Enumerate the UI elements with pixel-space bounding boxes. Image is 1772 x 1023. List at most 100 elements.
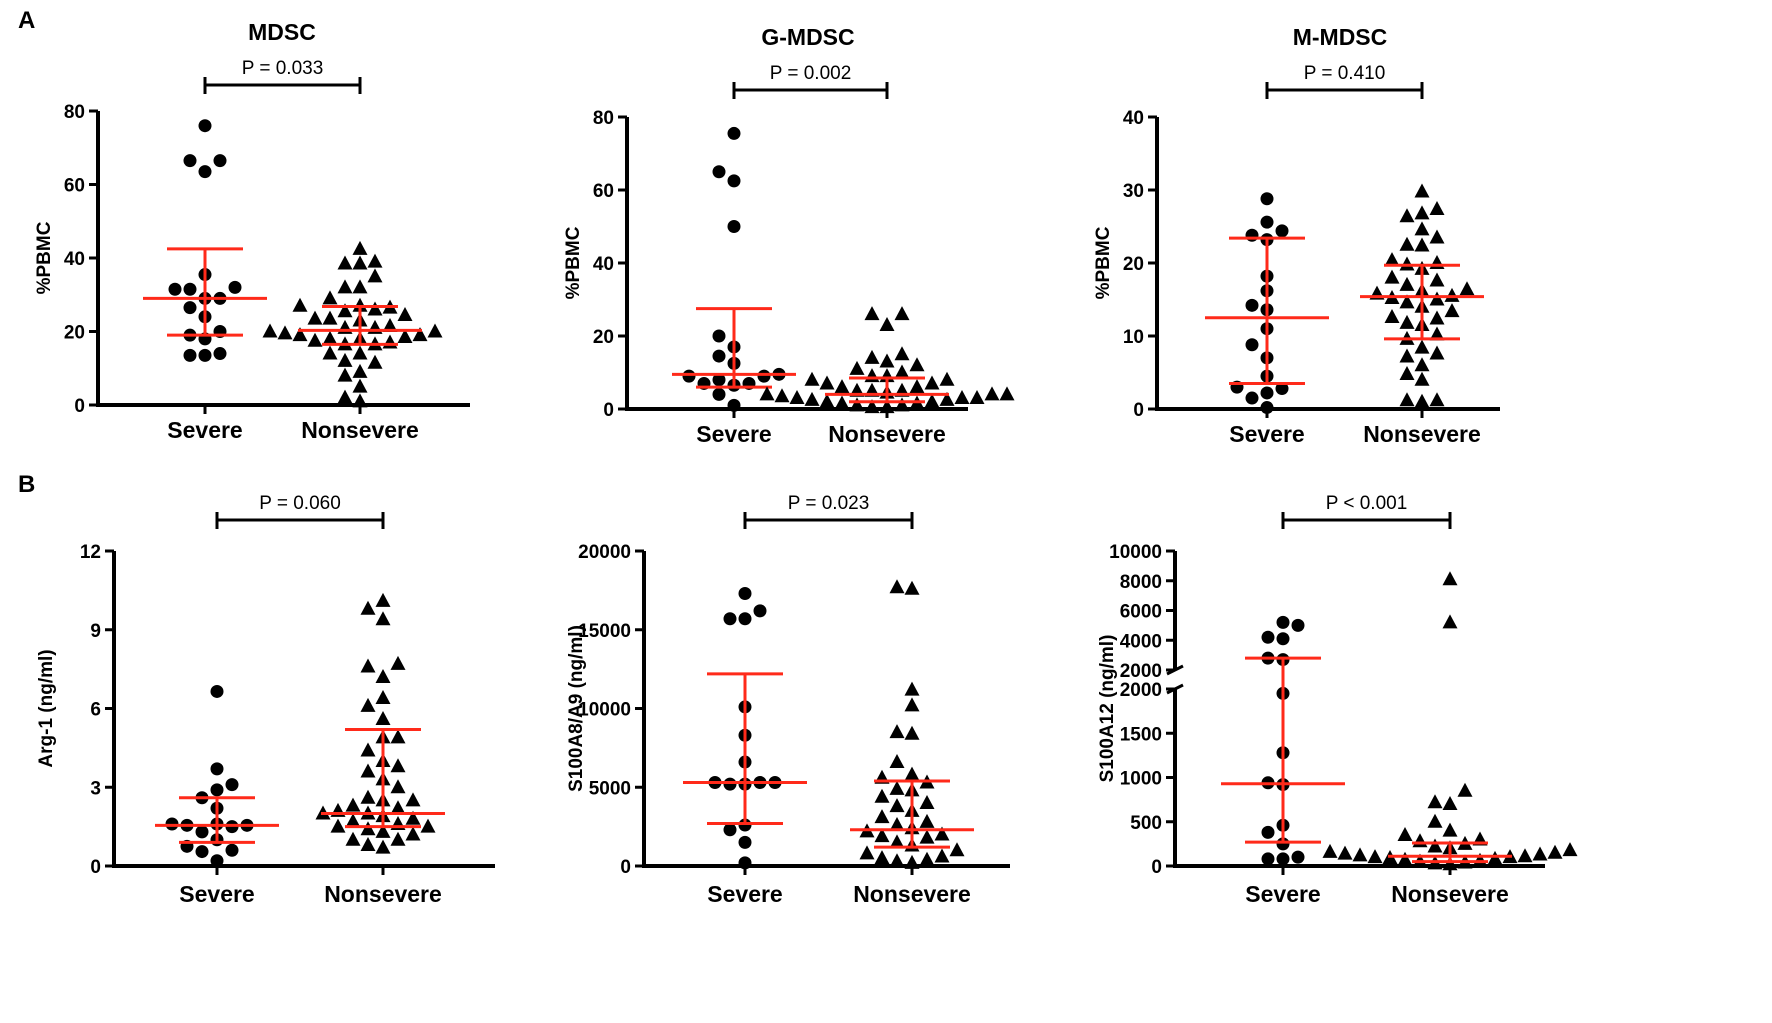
data-point bbox=[1414, 237, 1430, 252]
data-point bbox=[183, 154, 197, 168]
data-point bbox=[1427, 838, 1443, 853]
data-point bbox=[939, 391, 955, 406]
data-point bbox=[864, 399, 880, 414]
data-point bbox=[894, 346, 910, 361]
data-point bbox=[919, 813, 935, 828]
series-nonsevere bbox=[1360, 183, 1484, 408]
data-point bbox=[382, 334, 398, 349]
significance-bracket bbox=[215, 512, 385, 529]
y-axis-label: %PBMC bbox=[563, 226, 584, 299]
y-tick-label: 0 bbox=[90, 857, 101, 878]
y-axis-label: Arg-1 (ng/ml) bbox=[36, 649, 57, 767]
data-point bbox=[198, 348, 212, 362]
data-point bbox=[375, 839, 391, 854]
data-point bbox=[360, 742, 376, 757]
data-point bbox=[919, 829, 935, 844]
data-point bbox=[225, 778, 239, 792]
data-point bbox=[1429, 345, 1445, 360]
x-tick-label: Nonsevere bbox=[324, 881, 442, 907]
data-point bbox=[1429, 291, 1445, 306]
data-point bbox=[210, 783, 224, 797]
data-point bbox=[225, 843, 239, 857]
data-point bbox=[1337, 845, 1353, 860]
data-point bbox=[889, 853, 905, 868]
y-tick-label: 20 bbox=[593, 327, 614, 348]
panel-3: 0 10 20 30 40 %PBMC M-MDSC P = 0.410 Severe Nonse… bbox=[1093, 24, 1500, 447]
data-point bbox=[889, 754, 905, 769]
data-point bbox=[1429, 272, 1445, 287]
significance-bracket bbox=[203, 77, 362, 94]
x-tick-label: Nonsevere bbox=[828, 421, 946, 447]
data-point bbox=[307, 332, 323, 347]
data-point bbox=[1245, 228, 1259, 242]
data-point bbox=[864, 306, 880, 321]
data-point bbox=[277, 325, 293, 340]
data-point bbox=[789, 390, 805, 405]
data-point bbox=[397, 306, 413, 321]
data-point bbox=[894, 397, 910, 412]
y-tick-label: 20000 bbox=[578, 542, 631, 563]
series-nonsevere bbox=[759, 306, 1015, 414]
data-point bbox=[360, 821, 376, 836]
data-point bbox=[1444, 287, 1460, 302]
data-point bbox=[183, 282, 197, 296]
data-point bbox=[262, 323, 278, 338]
chart-title: M-MDSC bbox=[1293, 24, 1388, 50]
chart-title: G-MDSC bbox=[761, 24, 854, 50]
data-point bbox=[360, 658, 376, 673]
data-point bbox=[307, 310, 323, 325]
series-severe bbox=[672, 126, 796, 412]
data-point bbox=[1399, 236, 1415, 251]
data-point bbox=[738, 818, 752, 832]
data-point bbox=[727, 126, 741, 140]
data-point bbox=[1442, 796, 1458, 811]
data-point bbox=[352, 279, 368, 294]
panel-5: 0 5000 10000 15000 20000 S100A8/A9 (ng/ml) P =… bbox=[566, 493, 1010, 907]
data-point bbox=[352, 378, 368, 393]
data-point bbox=[954, 390, 970, 405]
y-tick-label: 0 bbox=[1151, 857, 1162, 878]
y-tick-label: 15000 bbox=[578, 621, 631, 642]
y-tick-label: 1500 bbox=[1120, 724, 1162, 745]
data-point bbox=[1414, 183, 1430, 198]
y-tick-label: 40 bbox=[1123, 108, 1144, 129]
data-point bbox=[337, 352, 353, 367]
data-point bbox=[183, 348, 197, 362]
p-value-label: P = 0.410 bbox=[1304, 63, 1386, 84]
data-point bbox=[1291, 618, 1305, 632]
x-tick-label: Severe bbox=[179, 881, 254, 907]
data-point bbox=[909, 357, 925, 372]
data-point bbox=[195, 845, 209, 859]
data-point bbox=[213, 154, 227, 168]
data-point bbox=[879, 353, 895, 368]
y-tick-label: 80 bbox=[593, 108, 614, 129]
data-point bbox=[345, 831, 361, 846]
data-point bbox=[337, 367, 353, 382]
data-point bbox=[738, 856, 752, 870]
data-point bbox=[1414, 393, 1430, 408]
data-point bbox=[337, 255, 353, 270]
data-point bbox=[934, 826, 950, 841]
data-point bbox=[889, 817, 905, 832]
x-tick-label: Severe bbox=[1229, 421, 1304, 447]
data-point bbox=[1429, 200, 1445, 215]
data-point bbox=[390, 779, 406, 794]
p-value-label: P = 0.060 bbox=[259, 493, 341, 514]
data-point bbox=[1429, 229, 1445, 244]
y-tick-label: 2000 bbox=[1120, 661, 1162, 682]
data-point bbox=[1517, 848, 1533, 863]
data-point bbox=[1442, 822, 1458, 837]
data-point bbox=[1261, 825, 1275, 839]
data-point bbox=[198, 119, 212, 133]
data-point bbox=[934, 848, 950, 863]
data-point bbox=[889, 834, 905, 849]
data-point bbox=[345, 797, 361, 812]
data-point bbox=[1367, 849, 1383, 864]
data-point bbox=[889, 780, 905, 795]
data-point bbox=[723, 823, 737, 837]
data-point bbox=[292, 297, 308, 312]
data-point bbox=[1429, 392, 1445, 407]
significance-bracket bbox=[732, 82, 889, 99]
data-point bbox=[727, 174, 741, 188]
